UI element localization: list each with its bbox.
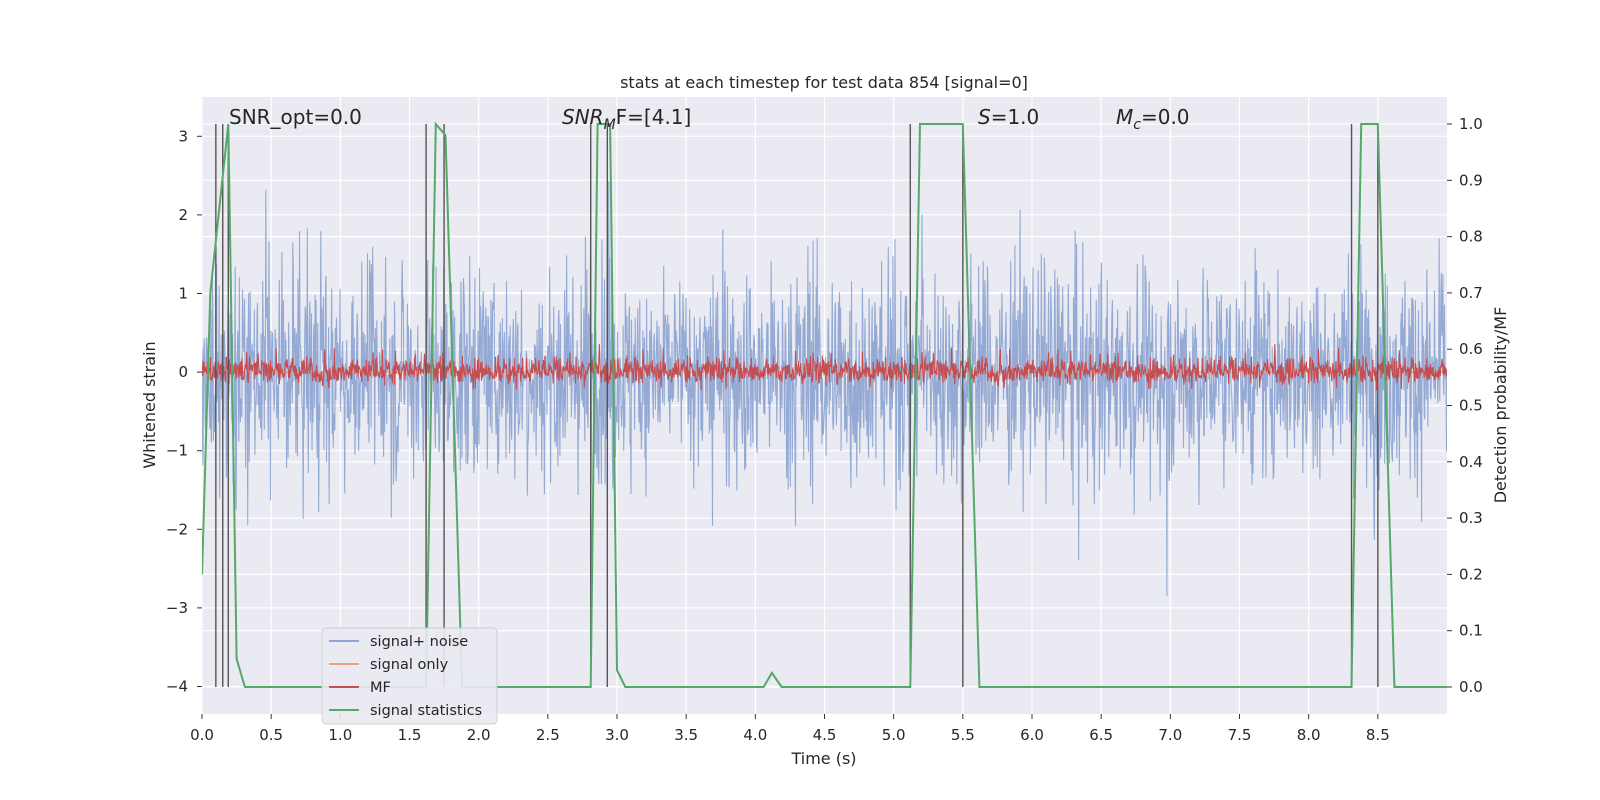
y-tick-label: −1 — [166, 442, 188, 460]
x-tick-label: 8.5 — [1366, 726, 1390, 744]
x-tick-label: 7.5 — [1228, 726, 1252, 744]
x-tick-label: 3.0 — [605, 726, 629, 744]
y2-axis-label: Detection probability/MF — [1491, 307, 1510, 504]
y2-tick-label: 0.9 — [1459, 171, 1483, 189]
y2-tick-label: 0.8 — [1459, 228, 1483, 246]
y2-tick-label: 0.1 — [1459, 622, 1483, 640]
x-tick-label: 7.0 — [1158, 726, 1182, 744]
y-tick-labels: −4 −3 −2 −1 0 1 2 3 — [166, 127, 202, 695]
series-group — [202, 121, 1447, 688]
y2-tick-label: 0.6 — [1459, 340, 1483, 358]
y2-tick-label: 0.2 — [1459, 565, 1483, 583]
x-tick-label: 3.5 — [674, 726, 698, 744]
y2-tick-label: 0.3 — [1459, 509, 1483, 527]
legend-box — [321, 627, 498, 725]
x-tick-label: 6.0 — [1020, 726, 1044, 744]
x-tick-label: 5.0 — [882, 726, 906, 744]
series-mf-line — [202, 344, 1447, 391]
annotation-text: SNR_opt=0.0 — [229, 105, 362, 129]
legend-label: signal+ noise — [370, 634, 468, 650]
x-tick-label: 1.5 — [398, 726, 422, 744]
series-signal-statistics-line — [202, 121, 1447, 688]
legend-label: signal statistics — [370, 703, 482, 719]
x-tick-label: 0.0 — [190, 726, 214, 744]
x-tick-label: 4.5 — [813, 726, 837, 744]
chart-title: stats at each timestep for test data 854… — [620, 73, 1028, 92]
x-tick-label: 6.5 — [1089, 726, 1113, 744]
y-tick-label: 2 — [178, 206, 188, 224]
y-tick-label: 1 — [178, 284, 188, 302]
y-axis-label: Whitened strain — [140, 341, 159, 468]
y-tick-label: 0 — [178, 363, 188, 381]
x-tick-labels: 0.0 0.5 1.0 1.5 2.0 2.5 3.0 3.5 4.0 4.5 5.0 5.5 6.0 6… — [190, 714, 1390, 744]
legend-label: MF — [370, 680, 391, 696]
y2-tick-label: 0.0 — [1459, 678, 1483, 696]
y2-tick-labels: 0.0 0.1 0.2 0.3 0.4 0.5 0.6 0.7 0.8 0.9 1.0 — [1447, 115, 1483, 696]
y-tick-label: 3 — [178, 127, 188, 145]
annotation-text: SNRMF=[4.1] — [562, 105, 691, 133]
y-tick-label: −2 — [166, 520, 188, 538]
y2-tick-label: 0.7 — [1459, 284, 1483, 302]
x-tick-label: 2.0 — [467, 726, 491, 744]
x-axis-label: Time (s) — [790, 749, 856, 768]
x-tick-label: 0.5 — [259, 726, 283, 744]
y-tick-label: −4 — [166, 677, 188, 695]
y2-tick-label: 0.4 — [1459, 453, 1483, 471]
x-tick-label: 1.0 — [328, 726, 352, 744]
series-signal-noise-line — [202, 181, 1447, 596]
plot-area — [202, 121, 1447, 688]
legend: signal+ noise signal only MF signal statist… — [321, 627, 498, 725]
x-tick-label: 4.0 — [743, 726, 767, 744]
x-tick-label: 2.5 — [536, 726, 560, 744]
annotation-text: Mc=0.0 — [1116, 105, 1190, 133]
x-tick-label: 5.5 — [951, 726, 975, 744]
y2-tick-label: 1.0 — [1459, 115, 1483, 133]
y2-tick-label: 0.5 — [1459, 397, 1483, 415]
y-tick-label: −3 — [166, 599, 188, 617]
annotations: SNR_opt=0.0 SNRMF=[4.1] S=1.0 Mc=0.0 — [229, 105, 1190, 133]
x-tick-label: 8.0 — [1297, 726, 1321, 744]
legend-label: signal only — [370, 657, 449, 673]
annotation-text: S=1.0 — [978, 105, 1039, 129]
